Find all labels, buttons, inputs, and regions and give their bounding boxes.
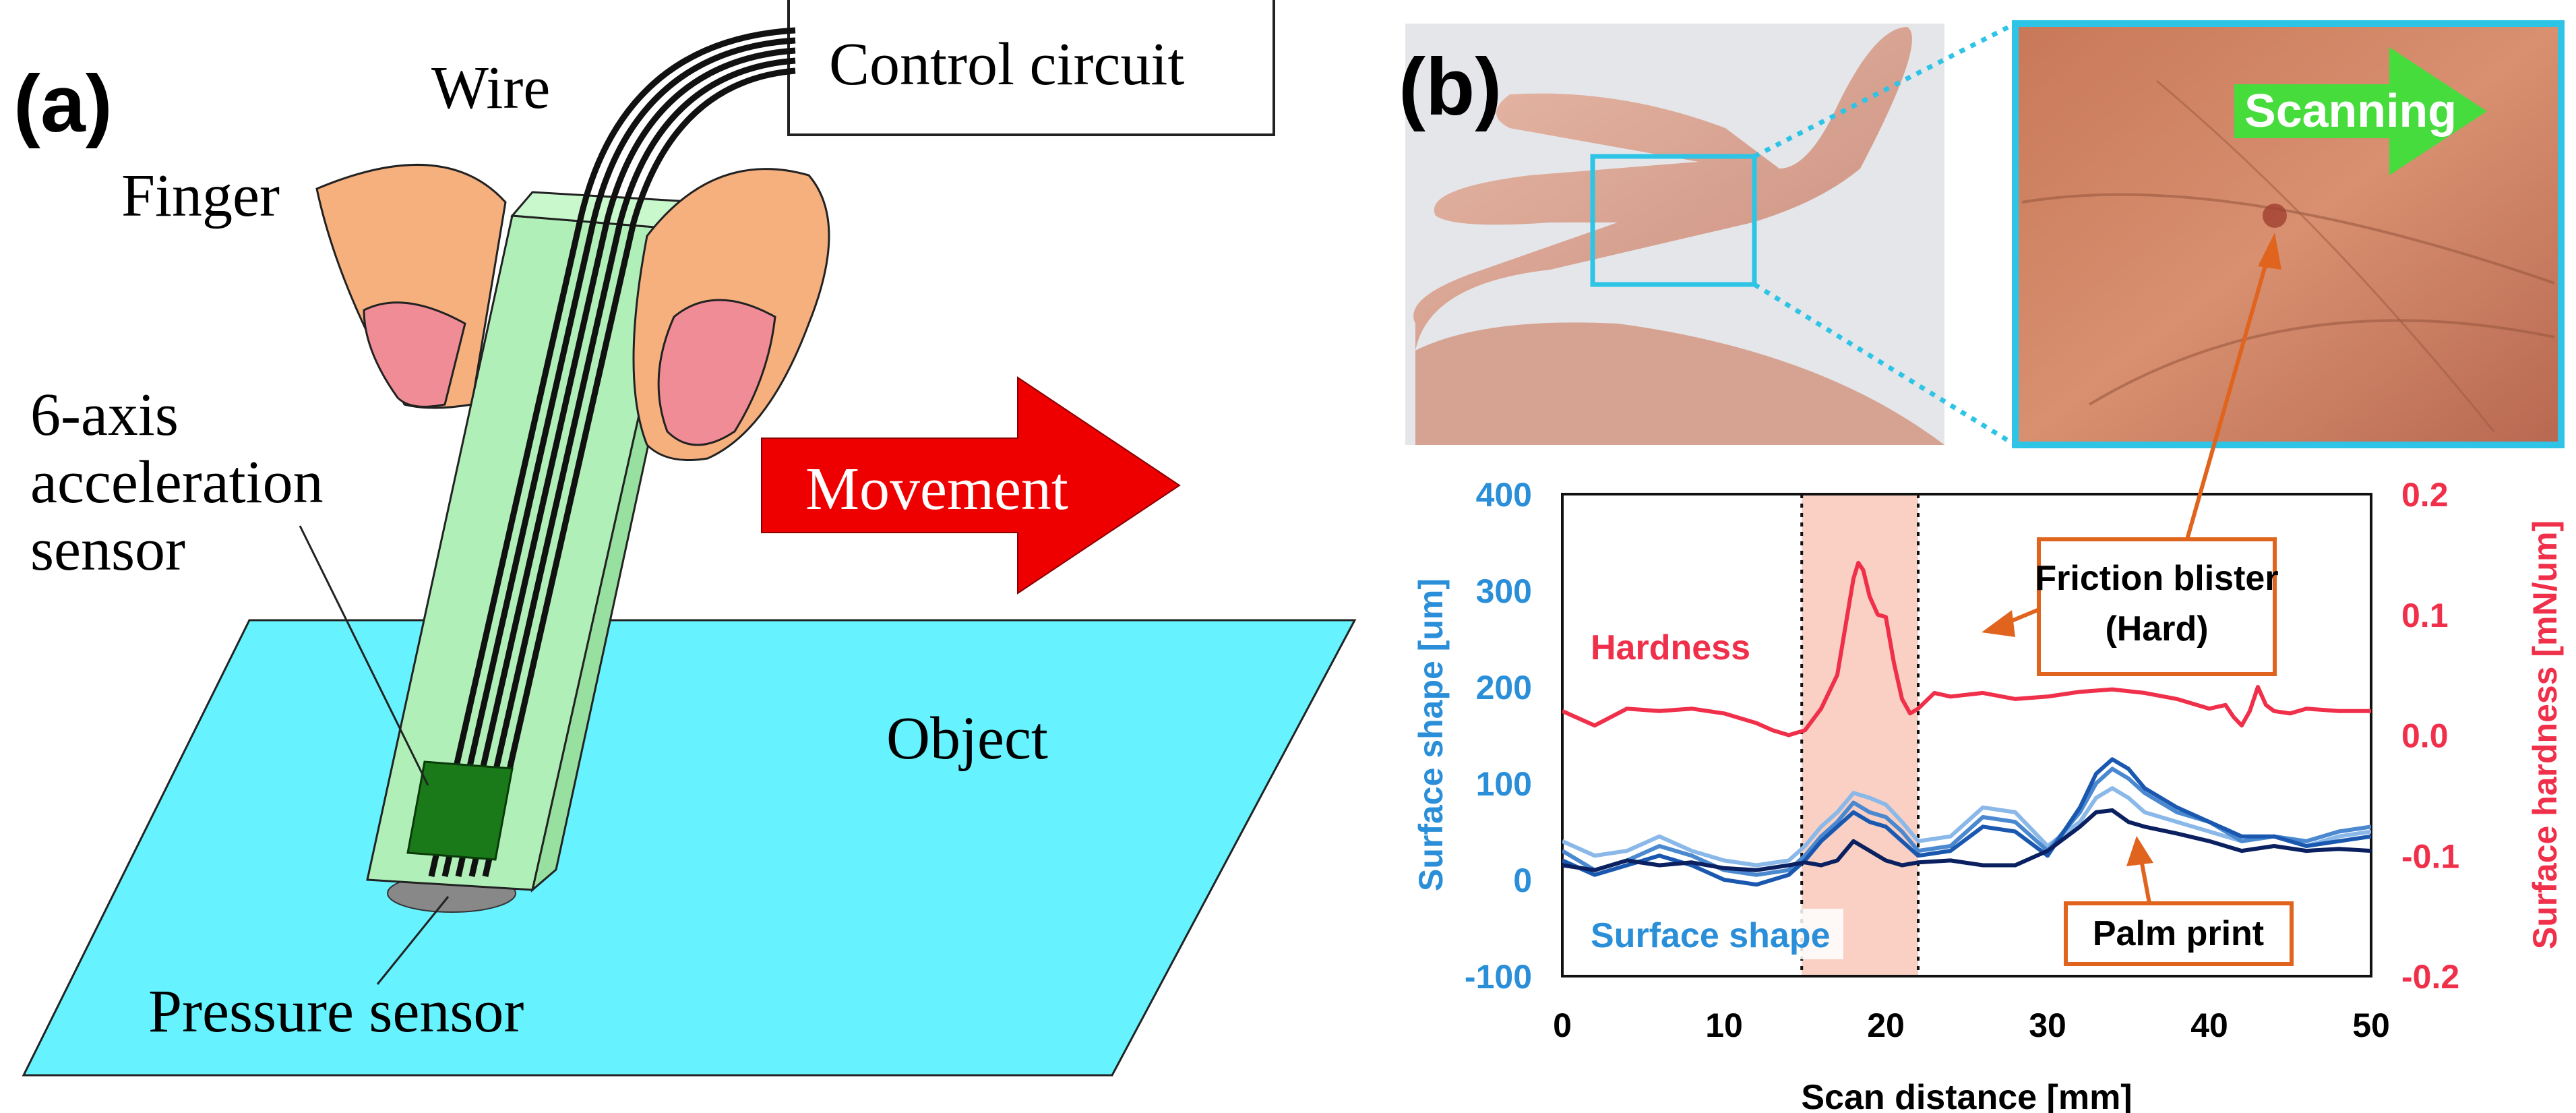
series-line-surface-1	[1562, 786, 2371, 868]
control-circuit-label: Control circuit	[829, 31, 1184, 98]
y-axis-title: Surface shape [um]	[1412, 578, 1450, 891]
x-tick-label: 50	[2352, 1006, 2390, 1044]
movement-label: Movement	[805, 456, 1068, 522]
y-tick-label: 100	[1476, 765, 1532, 803]
friction-blister-callout: Friction blister (Hard)	[1982, 537, 2279, 676]
accel-label-line-3: sensor	[30, 516, 185, 583]
zoom-line-top	[1753, 21, 2017, 159]
hand-highlight-box	[1590, 154, 1757, 287]
surface-shape-label: Surface shape	[1591, 916, 1831, 955]
x-tick-label: 0	[1553, 1006, 1572, 1044]
series-line-surface-3	[1562, 757, 2371, 887]
x-tick-label: 20	[1867, 1006, 1905, 1044]
y2-tick-label: 0.0	[2401, 717, 2449, 755]
scanning-arrow	[2234, 47, 2487, 175]
pressure-leader	[376, 896, 450, 985]
accel-label-line-1: 6-axis	[30, 382, 179, 448]
y2-tick-label: 0.2	[2401, 476, 2449, 514]
wire-label: Wire	[431, 55, 550, 121]
y-tick-label: 200	[1476, 669, 1532, 706]
y-tick-label: -100	[1465, 958, 1532, 996]
accel-label-line-2: acceleration	[30, 449, 324, 516]
hand-photo	[1405, 24, 1944, 445]
pressure-sensor-label: Pressure sensor	[148, 978, 524, 1045]
plot-frame	[1561, 493, 2372, 977]
friction-blister-line-1: Friction blister	[2035, 559, 2278, 598]
scanning-label: Scanning	[2244, 84, 2457, 137]
chart: 0 10 20 30 40 50 -100 0 100 200 300 400 -0.2 -0.1 0.0 0…	[1412, 233, 2564, 1113]
y-tick-label: 300	[1476, 572, 1532, 610]
panel-a-label: (a)	[13, 59, 113, 149]
y2-tick-label: 0.1	[2401, 597, 2449, 634]
palm-print-callout: Palm print	[2064, 836, 2294, 966]
panel-b-label: (b)	[1399, 42, 1502, 132]
surface-shape-label-bg	[1581, 909, 1843, 959]
friction-blister-line-2: (Hard)	[2105, 609, 2208, 649]
zoomed-palm: Scanning	[2012, 20, 2565, 448]
y2-tick-label: -0.2	[2401, 958, 2459, 996]
left-finger	[315, 163, 507, 409]
movement-arrow	[761, 376, 1181, 595]
x-tick-label: 10	[1705, 1006, 1743, 1044]
palm-print-label: Palm print	[2093, 914, 2264, 953]
blister-link-arrow	[2185, 233, 2281, 540]
right-finger	[632, 168, 830, 461]
y2-axis-title: Surface hardness [mN/um]	[2526, 520, 2564, 949]
x-tick-label: 40	[2190, 1006, 2228, 1044]
series-line-surface-4	[1562, 808, 2371, 872]
x-axis-title: Scan distance [mm]	[1801, 1078, 2132, 1113]
accel-leader	[299, 525, 429, 786]
series-line-hardness	[1562, 560, 2371, 738]
object-label: Object	[886, 705, 1048, 772]
hardness-label: Hardness	[1591, 628, 1750, 667]
finger-label: Finger	[121, 162, 280, 229]
blister-band	[1802, 494, 1918, 976]
zoom-line-bottom	[1753, 282, 2017, 447]
accel-sensor-chip	[406, 760, 514, 861]
y2-tick-label: -0.1	[2401, 837, 2459, 875]
x-tick-label: 30	[2029, 1006, 2066, 1044]
y-tick-label: 0	[1513, 862, 1532, 899]
control-circuit-box	[787, 0, 1275, 136]
panel-a: (a) Object Control circuit	[13, 0, 1357, 1077]
object-plane	[22, 619, 1357, 1077]
y-tick-label: 400	[1476, 476, 1532, 514]
panel-b: Scanning (b) 0 10 20 30 40 50 -100 0 100 200 300 40…	[1399, 20, 2565, 1113]
